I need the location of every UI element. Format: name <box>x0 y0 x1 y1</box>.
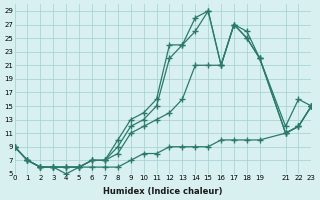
X-axis label: Humidex (Indice chaleur): Humidex (Indice chaleur) <box>103 187 223 196</box>
